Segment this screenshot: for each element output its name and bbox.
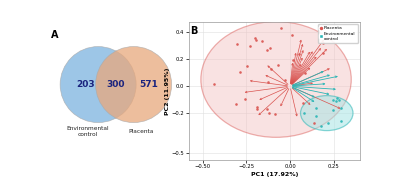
Point [234,42,241,45]
Circle shape [96,47,172,123]
Point [211,83,218,86]
Point [264,48,270,51]
Point [236,71,243,73]
Point [312,107,319,110]
Text: 300: 300 [107,80,125,89]
Text: A: A [51,30,59,40]
Text: 571: 571 [139,80,158,89]
Point [259,40,265,43]
Point [264,108,270,111]
Point [330,99,336,102]
Circle shape [201,22,351,137]
Point [244,65,250,68]
Point [254,105,260,108]
Point [302,71,309,74]
Point [290,59,296,62]
Point [289,33,295,36]
Point [324,121,331,124]
Point [313,115,319,118]
Circle shape [60,47,136,123]
Point [338,120,344,122]
Point [272,112,279,115]
Point [275,64,282,67]
Y-axis label: PC2 (11.95%): PC2 (11.95%) [165,67,170,115]
Point [282,78,288,81]
Point [246,45,253,48]
Point [311,122,317,125]
Point [233,102,240,105]
Point [264,81,271,84]
Point [320,42,326,44]
Point [266,46,273,49]
Point [296,53,303,55]
Point [332,99,339,102]
Point [318,125,324,128]
Text: Placenta: Placenta [128,129,154,134]
Text: Environmental
control: Environmental control [67,126,109,137]
Point [320,52,326,55]
Point [334,97,340,100]
Legend: Placenta, Environmental
control: Placenta, Environmental control [318,24,358,43]
Point [301,111,307,114]
Text: B: B [190,26,198,36]
Ellipse shape [300,96,353,131]
Point [336,99,342,102]
Text: 203: 203 [76,80,95,89]
Point [330,109,336,111]
Point [268,67,275,70]
Point [253,39,259,42]
Point [266,112,272,115]
X-axis label: PC1 (17.92%): PC1 (17.92%) [251,172,298,177]
Point [242,97,248,100]
Point [251,37,258,40]
Point [254,108,260,111]
Point [300,102,306,105]
Point [278,27,285,30]
Point [338,107,344,110]
